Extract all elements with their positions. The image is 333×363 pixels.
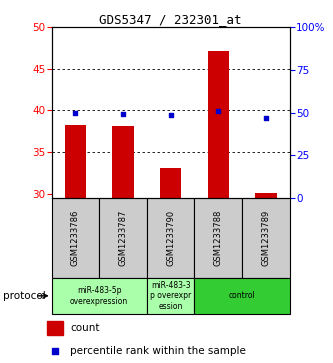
Text: GSM1233789: GSM1233789: [261, 210, 270, 266]
Bar: [147, 198, 194, 278]
Bar: [194, 198, 242, 278]
Text: control: control: [229, 291, 255, 300]
Bar: [194, 278, 290, 314]
Text: miR-483-3
p overexpr
ession: miR-483-3 p overexpr ession: [150, 281, 191, 311]
Point: [52, 348, 58, 354]
Text: percentile rank within the sample: percentile rank within the sample: [70, 346, 246, 356]
Point: [121, 111, 126, 117]
Text: GSM1233788: GSM1233788: [214, 209, 223, 266]
Bar: [65, 125, 86, 198]
Text: protocol: protocol: [3, 291, 46, 301]
Bar: [207, 51, 229, 198]
Text: GSM1233786: GSM1233786: [71, 209, 80, 266]
Bar: [147, 278, 194, 314]
Point: [73, 110, 78, 115]
Text: miR-483-5p
overexpression: miR-483-5p overexpression: [70, 286, 128, 306]
Bar: [47, 321, 63, 335]
Text: count: count: [70, 323, 100, 333]
Bar: [99, 198, 147, 278]
Bar: [52, 198, 99, 278]
Text: GSM1233790: GSM1233790: [166, 210, 175, 266]
Bar: [52, 278, 147, 314]
Bar: [160, 168, 181, 198]
Point: [168, 112, 173, 118]
Text: GSM1233787: GSM1233787: [119, 209, 128, 266]
Bar: [255, 193, 277, 198]
Point: [216, 108, 221, 114]
Bar: [242, 198, 290, 278]
Title: GDS5347 / 232301_at: GDS5347 / 232301_at: [100, 13, 242, 26]
Bar: [112, 126, 134, 198]
Point: [263, 115, 268, 121]
